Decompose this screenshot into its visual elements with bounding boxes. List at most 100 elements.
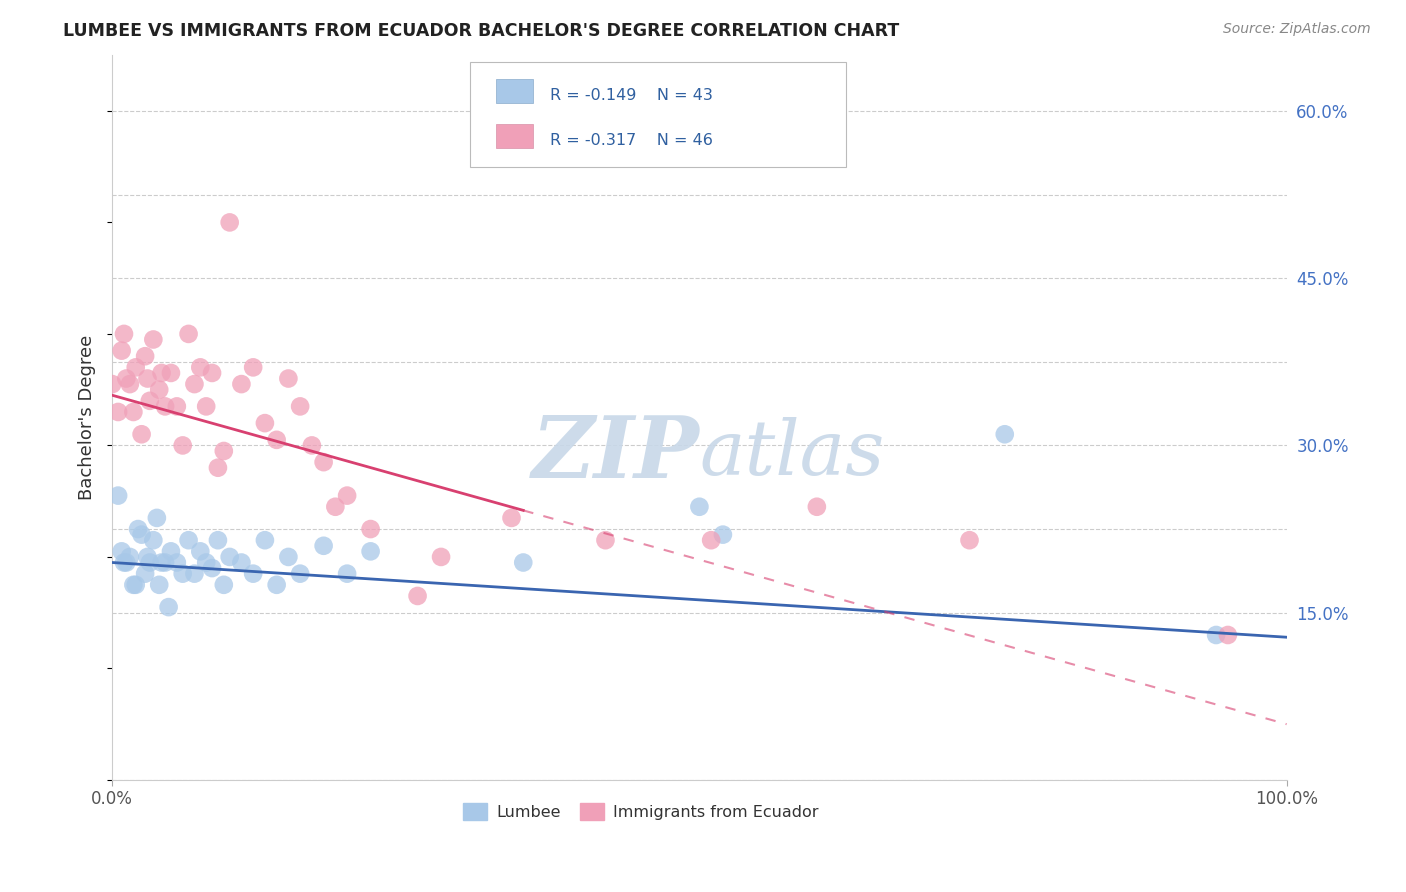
Point (242, 566, 264, 581)
Point (111, 544, 134, 558)
Point (153, 556, 176, 570)
Point (336, 566, 359, 581)
Point (122, 578, 145, 592)
Point (118, 549, 141, 564)
Legend: Lumbee, Immigrants from Ecuador: Lumbee, Immigrants from Ecuador (456, 797, 825, 826)
Point (360, 544, 382, 558)
Point (994, 427, 1017, 442)
Point (153, 400, 176, 414)
Point (107, 405, 129, 419)
Point (166, 556, 188, 570)
Point (312, 539, 335, 553)
Point (118, 377, 141, 392)
Point (139, 556, 162, 570)
Text: atlas: atlas (699, 417, 884, 491)
Point (160, 544, 183, 558)
Point (277, 371, 299, 385)
Text: Source: ZipAtlas.com: Source: ZipAtlas.com (1223, 22, 1371, 37)
Point (218, 549, 240, 564)
Point (115, 371, 138, 385)
Point (107, 489, 129, 503)
Point (301, 438, 323, 452)
Point (288, 566, 311, 581)
Point (1216, 628, 1239, 642)
Point (512, 556, 534, 570)
Point (207, 533, 229, 548)
Point (112, 556, 135, 570)
Point (166, 400, 188, 414)
Point (172, 566, 194, 581)
Point (253, 533, 276, 548)
Point (136, 371, 159, 385)
Point (183, 566, 205, 581)
Point (595, 533, 617, 548)
Point (325, 500, 347, 514)
Point (406, 589, 429, 603)
Point (218, 215, 240, 229)
Point (131, 527, 153, 541)
Point (125, 578, 148, 592)
Text: ZIP: ZIP (531, 412, 699, 496)
Point (201, 561, 224, 575)
Point (131, 427, 153, 442)
Point (183, 377, 205, 392)
FancyBboxPatch shape (496, 78, 533, 103)
Point (231, 556, 253, 570)
Point (111, 343, 134, 358)
Point (172, 438, 194, 452)
Text: R = -0.317    N = 46: R = -0.317 N = 46 (550, 133, 713, 148)
Point (112, 326, 135, 341)
Point (360, 522, 382, 536)
Point (288, 400, 311, 414)
Point (201, 366, 224, 380)
Point (177, 533, 200, 548)
Point (142, 533, 165, 548)
Point (336, 489, 359, 503)
Y-axis label: Bachelor's Degree: Bachelor's Degree (79, 334, 96, 500)
Point (195, 556, 218, 570)
FancyBboxPatch shape (471, 62, 846, 168)
Point (231, 377, 253, 392)
Point (148, 383, 170, 397)
Point (188, 544, 211, 558)
Point (959, 533, 981, 548)
Point (312, 455, 335, 469)
Point (127, 522, 149, 536)
Point (134, 349, 156, 363)
Point (501, 511, 523, 525)
Point (188, 360, 211, 375)
Point (253, 416, 276, 430)
Point (160, 366, 183, 380)
Text: R = -0.149    N = 43: R = -0.149 N = 43 (550, 87, 713, 103)
Point (266, 578, 288, 592)
Point (195, 400, 218, 414)
Point (266, 433, 288, 447)
Text: LUMBEE VS IMMIGRANTS FROM ECUADOR BACHELOR'S DEGREE CORRELATION CHART: LUMBEE VS IMMIGRANTS FROM ECUADOR BACHEL… (63, 22, 900, 40)
Point (139, 393, 162, 408)
Point (148, 578, 170, 592)
Point (157, 600, 180, 615)
Point (242, 360, 264, 375)
Point (122, 405, 145, 419)
Point (125, 360, 148, 375)
Point (115, 556, 138, 570)
Point (150, 556, 173, 570)
Point (207, 460, 229, 475)
Point (806, 500, 828, 514)
Point (101, 377, 124, 392)
Point (212, 444, 235, 458)
Point (177, 326, 200, 341)
Point (212, 578, 235, 592)
Point (146, 511, 169, 525)
Point (1205, 628, 1227, 642)
Point (150, 366, 173, 380)
Point (136, 549, 159, 564)
Point (688, 500, 710, 514)
Point (277, 549, 299, 564)
Point (134, 566, 156, 581)
Point (700, 533, 723, 548)
Point (711, 527, 734, 541)
FancyBboxPatch shape (496, 124, 533, 148)
Point (430, 549, 453, 564)
Point (142, 333, 165, 347)
